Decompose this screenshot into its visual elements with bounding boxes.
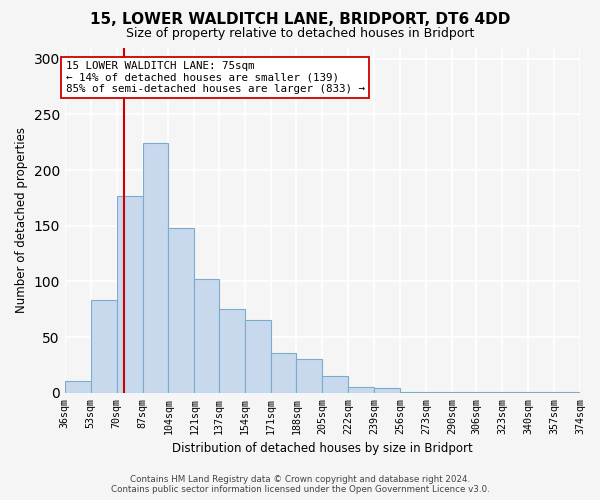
Bar: [271, 352, 296, 393]
Text: Size of property relative to detached houses in Bridport: Size of property relative to detached ho…: [126, 28, 474, 40]
Bar: [219, 310, 245, 393]
Bar: [116, 196, 143, 393]
Bar: [349, 387, 374, 393]
Bar: [91, 300, 116, 393]
Bar: [452, 392, 476, 393]
Y-axis label: Number of detached properties: Number of detached properties: [15, 127, 28, 313]
Text: 15, LOWER WALDITCH LANE, BRIDPORT, DT6 4DD: 15, LOWER WALDITCH LANE, BRIDPORT, DT6 4…: [90, 12, 510, 28]
Bar: [528, 392, 554, 393]
Text: Contains HM Land Registry data © Crown copyright and database right 2024.
Contai: Contains HM Land Registry data © Crown c…: [110, 474, 490, 494]
Bar: [400, 392, 426, 393]
X-axis label: Distribution of detached houses by size in Bridport: Distribution of detached houses by size …: [172, 442, 473, 455]
Text: 15 LOWER WALDITCH LANE: 75sqm
← 14% of detached houses are smaller (139)
85% of : 15 LOWER WALDITCH LANE: 75sqm ← 14% of d…: [65, 61, 365, 94]
Bar: [322, 376, 349, 393]
Bar: [554, 392, 580, 393]
Bar: [426, 392, 452, 393]
Bar: [169, 228, 194, 393]
Bar: [502, 392, 528, 393]
Bar: [194, 279, 219, 393]
Bar: [374, 388, 400, 393]
Bar: [296, 360, 322, 393]
Bar: [143, 144, 169, 393]
Bar: [476, 392, 502, 393]
Bar: [245, 320, 271, 393]
Bar: [65, 380, 91, 393]
